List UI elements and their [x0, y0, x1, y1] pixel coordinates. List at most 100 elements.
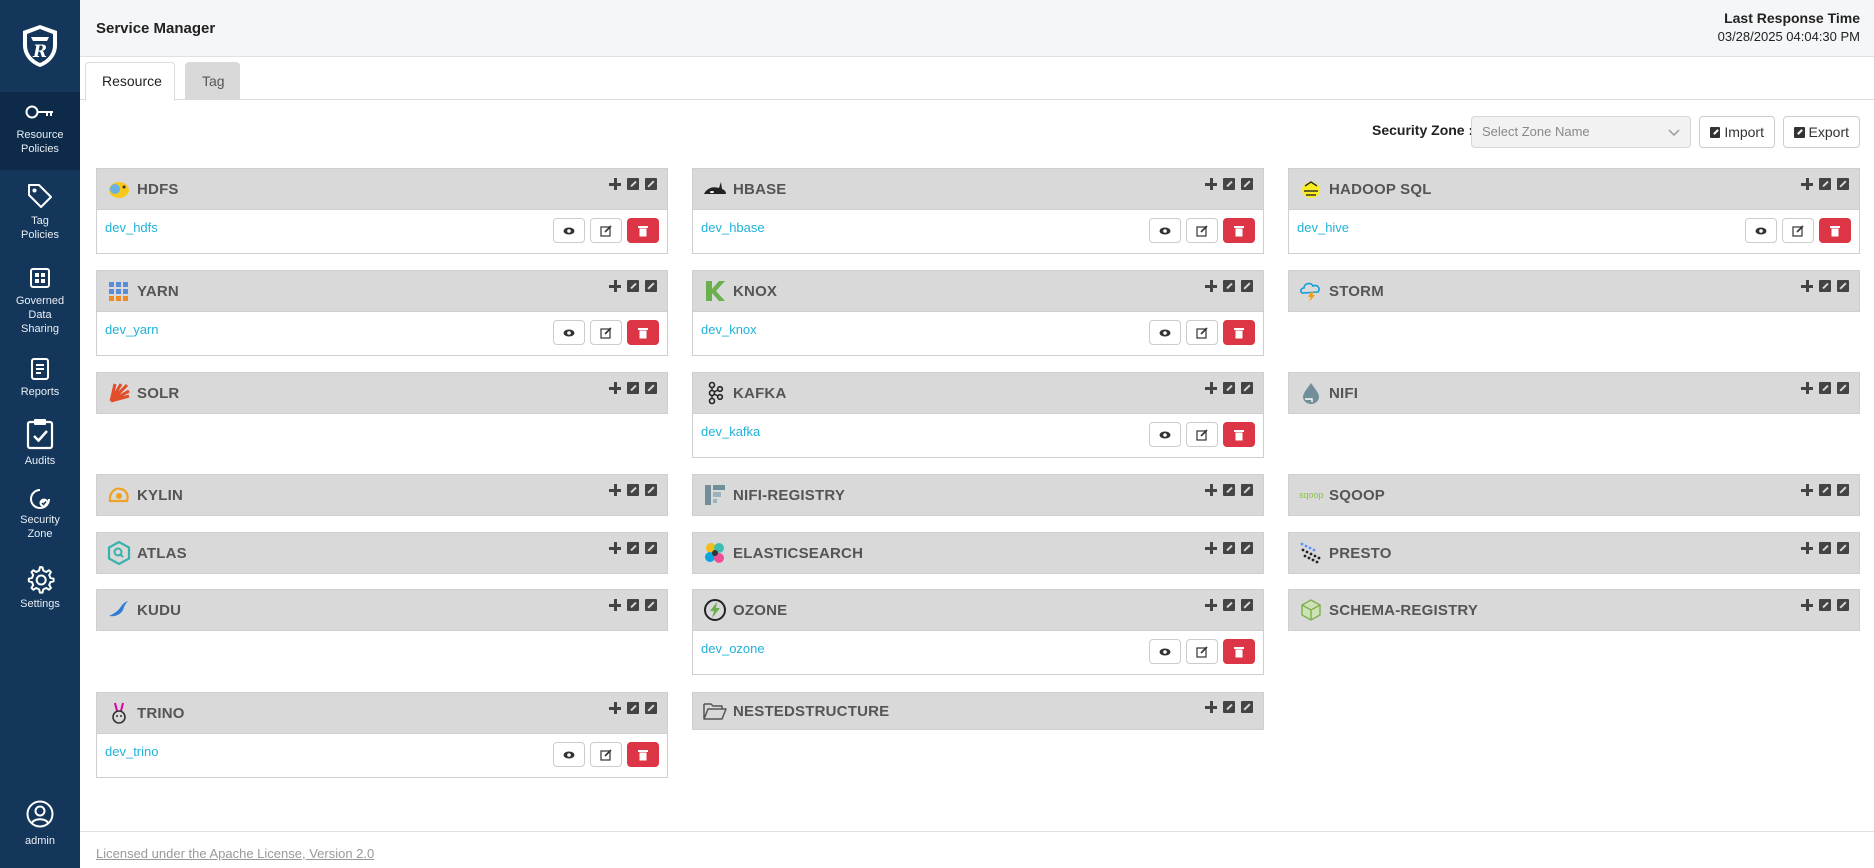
- edit-service-icon[interactable]: [1819, 599, 1831, 611]
- service-instance-link[interactable]: dev_hive: [1297, 220, 1350, 235]
- open-service-icon[interactable]: [1837, 599, 1849, 611]
- open-service-icon[interactable]: [1837, 178, 1849, 190]
- add-service-icon[interactable]: [1801, 542, 1813, 554]
- open-service-icon[interactable]: [1241, 599, 1253, 611]
- add-service-icon[interactable]: [1205, 542, 1217, 554]
- edit-service-icon[interactable]: [1819, 382, 1831, 394]
- edit-button[interactable]: [1186, 422, 1218, 447]
- edit-service-icon[interactable]: [1819, 178, 1831, 190]
- edit-service-icon[interactable]: [1223, 542, 1235, 554]
- delete-button[interactable]: [1223, 639, 1255, 664]
- edit-button[interactable]: [1782, 218, 1814, 243]
- add-service-icon[interactable]: [1205, 280, 1217, 292]
- edit-service-icon[interactable]: [627, 599, 639, 611]
- service-instance-link[interactable]: dev_hbase: [701, 220, 765, 235]
- delete-button[interactable]: [1223, 320, 1255, 345]
- add-service-icon[interactable]: [609, 542, 621, 554]
- security-zone-select[interactable]: Select Zone Name: [1471, 116, 1691, 148]
- edit-service-icon[interactable]: [1223, 701, 1235, 713]
- edit-service-icon[interactable]: [1819, 542, 1831, 554]
- add-service-icon[interactable]: [609, 280, 621, 292]
- open-service-icon[interactable]: [1241, 484, 1253, 496]
- open-service-icon[interactable]: [1837, 280, 1849, 292]
- open-service-icon[interactable]: [1241, 178, 1253, 190]
- open-service-icon[interactable]: [1241, 280, 1253, 292]
- sidebar-item-resource-policies[interactable]: Resource Policies: [0, 92, 80, 170]
- edit-button[interactable]: [1186, 639, 1218, 664]
- open-service-icon[interactable]: [1241, 382, 1253, 394]
- view-button[interactable]: [1745, 218, 1777, 243]
- add-service-icon[interactable]: [1801, 599, 1813, 611]
- open-service-icon[interactable]: [645, 599, 657, 611]
- add-service-icon[interactable]: [1205, 599, 1217, 611]
- add-service-icon[interactable]: [1205, 382, 1217, 394]
- view-button[interactable]: [1149, 218, 1181, 243]
- edit-service-icon[interactable]: [1223, 382, 1235, 394]
- open-service-icon[interactable]: [645, 484, 657, 496]
- edit-service-icon[interactable]: [1819, 484, 1831, 496]
- add-service-icon[interactable]: [609, 382, 621, 394]
- edit-button[interactable]: [590, 320, 622, 345]
- sidebar-item-governed-data-sharing[interactable]: Governed Data Sharing: [0, 268, 80, 338]
- edit-service-icon[interactable]: [627, 542, 639, 554]
- edit-service-icon[interactable]: [1223, 599, 1235, 611]
- view-button[interactable]: [553, 218, 585, 243]
- export-button[interactable]: Export: [1783, 116, 1860, 148]
- open-service-icon[interactable]: [645, 178, 657, 190]
- edit-service-icon[interactable]: [1223, 178, 1235, 190]
- edit-service-icon[interactable]: [1223, 280, 1235, 292]
- import-button[interactable]: Import: [1699, 116, 1775, 148]
- service-instance-link[interactable]: dev_knox: [701, 322, 757, 337]
- sidebar-item-settings[interactable]: Settings: [0, 564, 80, 620]
- service-instance-link[interactable]: dev_yarn: [105, 322, 159, 337]
- add-service-icon[interactable]: [609, 178, 621, 190]
- open-service-icon[interactable]: [1837, 382, 1849, 394]
- service-instance-link[interactable]: dev_trino: [105, 744, 159, 759]
- sidebar-item-security-zone[interactable]: Security Zone: [0, 488, 80, 552]
- delete-button[interactable]: [1819, 218, 1851, 243]
- open-service-icon[interactable]: [1241, 542, 1253, 554]
- view-button[interactable]: [553, 742, 585, 767]
- edit-button[interactable]: [1186, 320, 1218, 345]
- edit-service-icon[interactable]: [627, 178, 639, 190]
- add-service-icon[interactable]: [609, 702, 621, 714]
- sidebar-item-reports[interactable]: Reports: [0, 358, 80, 408]
- edit-button[interactable]: [1186, 218, 1218, 243]
- open-service-icon[interactable]: [645, 542, 657, 554]
- license-link[interactable]: Licensed under the Apache License, Versi…: [96, 846, 375, 861]
- edit-service-icon[interactable]: [627, 280, 639, 292]
- open-service-icon[interactable]: [645, 382, 657, 394]
- delete-button[interactable]: [1223, 422, 1255, 447]
- add-service-icon[interactable]: [1205, 178, 1217, 190]
- service-instance-link[interactable]: dev_hdfs: [105, 220, 158, 235]
- open-service-icon[interactable]: [645, 280, 657, 292]
- open-service-icon[interactable]: [1241, 701, 1253, 713]
- add-service-icon[interactable]: [1801, 178, 1813, 190]
- add-service-icon[interactable]: [1205, 701, 1217, 713]
- open-service-icon[interactable]: [1837, 542, 1849, 554]
- open-service-icon[interactable]: [645, 702, 657, 714]
- open-service-icon[interactable]: [1837, 484, 1849, 496]
- add-service-icon[interactable]: [1205, 484, 1217, 496]
- view-button[interactable]: [1149, 422, 1181, 447]
- service-instance-link[interactable]: dev_kafka: [701, 424, 761, 439]
- delete-button[interactable]: [627, 218, 659, 243]
- tab-tag[interactable]: Tag: [185, 62, 240, 100]
- add-service-icon[interactable]: [1801, 280, 1813, 292]
- add-service-icon[interactable]: [609, 599, 621, 611]
- view-button[interactable]: [553, 320, 585, 345]
- add-service-icon[interactable]: [1801, 484, 1813, 496]
- ranger-logo[interactable]: R: [0, 0, 80, 92]
- view-button[interactable]: [1149, 320, 1181, 345]
- edit-button[interactable]: [590, 742, 622, 767]
- view-button[interactable]: [1149, 639, 1181, 664]
- service-instance-link[interactable]: dev_ozone: [701, 641, 765, 656]
- edit-button[interactable]: [590, 218, 622, 243]
- edit-service-icon[interactable]: [627, 382, 639, 394]
- delete-button[interactable]: [627, 742, 659, 767]
- delete-button[interactable]: [1223, 218, 1255, 243]
- user-menu[interactable]: admin: [0, 800, 80, 860]
- sidebar-item-audits[interactable]: Audits: [0, 418, 80, 474]
- tab-resource[interactable]: Resource: [85, 62, 175, 101]
- add-service-icon[interactable]: [609, 484, 621, 496]
